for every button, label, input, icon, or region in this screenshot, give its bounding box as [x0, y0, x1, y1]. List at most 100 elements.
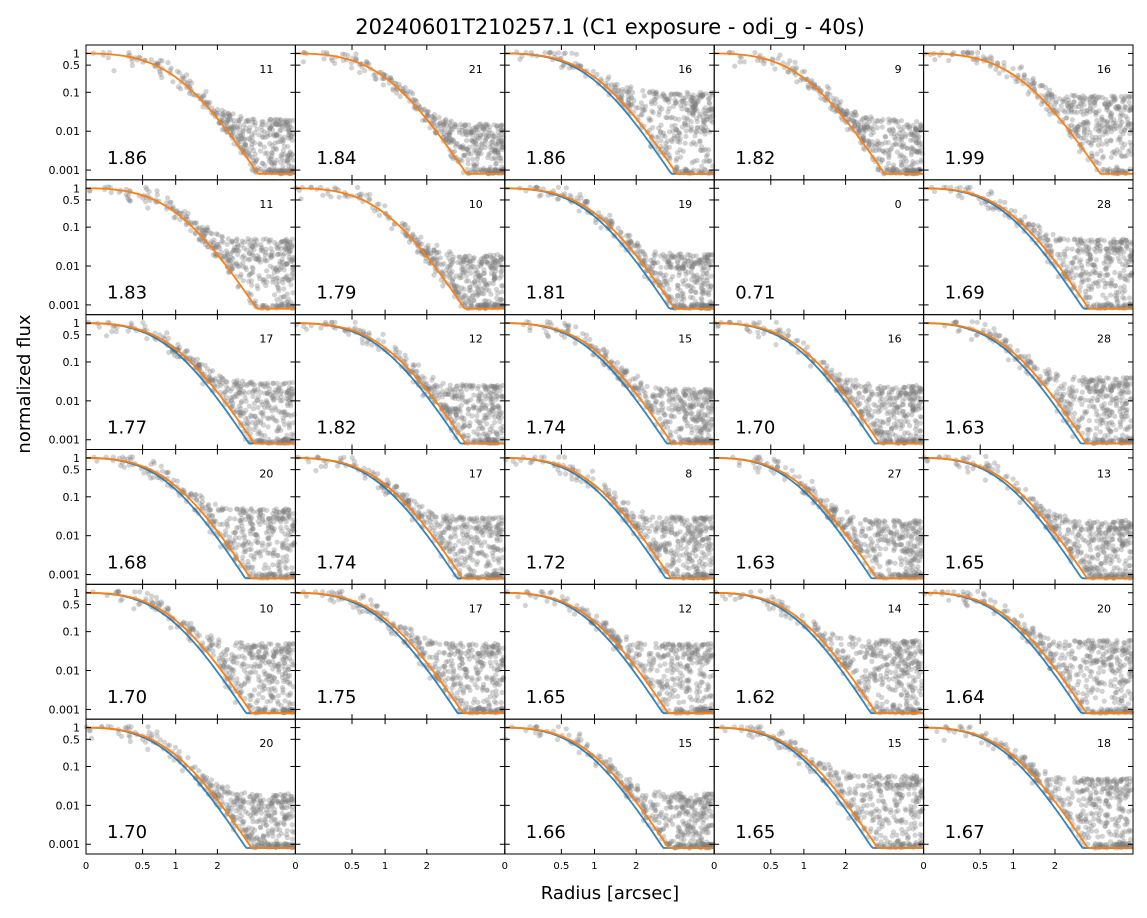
data-point: [273, 167, 279, 173]
data-point: [625, 89, 631, 95]
data-point: [794, 79, 800, 85]
data-point: [1064, 115, 1070, 121]
data-point: [1080, 135, 1086, 141]
data-point: [896, 130, 902, 136]
data-point: [1079, 276, 1086, 282]
data-point: [683, 107, 690, 113]
data-point: [241, 239, 247, 245]
data-point: [238, 133, 244, 139]
data-point: [1079, 262, 1085, 269]
y-tick-label: 0.1: [63, 221, 81, 234]
data-point: [879, 124, 885, 130]
data-point: [1050, 231, 1056, 238]
data-point: [260, 119, 266, 125]
data-point: [349, 65, 355, 71]
data-point: [590, 68, 596, 74]
panel: 161.86: [504, 44, 716, 181]
data-point: [266, 118, 272, 124]
data-point: [1088, 254, 1094, 260]
data-point: [1021, 73, 1027, 79]
data-point: [263, 250, 269, 256]
data-point: [437, 383, 443, 389]
data-point: [241, 122, 247, 128]
data-point: [1127, 131, 1133, 137]
data-point: [274, 131, 280, 137]
data-point: [676, 116, 682, 122]
data-point: [752, 50, 758, 56]
data-point: [245, 117, 251, 123]
panel-fwhm-label: 1.99: [945, 148, 985, 169]
data-point: [285, 157, 291, 163]
data-point: [279, 388, 285, 395]
data-point: [475, 426, 481, 432]
data-point: [879, 141, 885, 147]
data-point: [866, 141, 872, 147]
data-point: [247, 136, 253, 143]
data-point: [648, 99, 655, 105]
data-point: [438, 129, 444, 135]
data-point: [274, 418, 280, 424]
data-point: [261, 279, 267, 285]
data-point: [174, 68, 180, 74]
data-point: [1120, 289, 1126, 295]
data-point: [259, 127, 265, 133]
data-point: [271, 168, 277, 174]
data-point: [336, 194, 342, 200]
data-point: [1110, 238, 1116, 245]
x-axis-label: Radius [arcsec]: [541, 883, 679, 904]
data-point: [700, 117, 706, 123]
data-point: [1083, 294, 1089, 300]
panel-count: 16: [1097, 63, 1111, 76]
data-point: [281, 143, 287, 149]
data-point: [286, 131, 292, 137]
data-point: [1118, 251, 1124, 257]
y-tick-label: 0.1: [63, 356, 81, 369]
data-point: [651, 252, 657, 258]
data-point: [1047, 111, 1053, 117]
data-point: [691, 107, 698, 113]
data-point: [289, 125, 295, 131]
data-point: [886, 116, 892, 122]
data-point: [389, 226, 395, 232]
y-tick-label: 0.01: [56, 125, 81, 138]
data-point: [268, 116, 274, 123]
data-point: [402, 84, 408, 90]
data-point: [376, 212, 382, 218]
data-point: [420, 117, 426, 123]
data-point: [275, 122, 281, 128]
data-point: [685, 269, 691, 275]
data-point: [229, 126, 235, 132]
y-tick-label: 0.01: [56, 260, 81, 273]
data-point: [235, 117, 241, 123]
data-point: [277, 127, 283, 134]
data-point: [498, 269, 504, 275]
data-point: [616, 91, 622, 97]
data-point: [1090, 137, 1096, 143]
data-point: [298, 196, 304, 202]
data-point: [274, 116, 281, 122]
data-point: [493, 286, 500, 292]
data-point: [463, 278, 469, 284]
data-point: [431, 115, 437, 121]
data-point: [254, 416, 260, 422]
data-point: [912, 126, 919, 132]
data-point: [874, 118, 880, 124]
data-point: [1097, 120, 1103, 126]
data-point: [266, 126, 272, 133]
data-point: [1116, 258, 1123, 264]
data-point: [679, 98, 685, 104]
data-point: [223, 120, 229, 126]
data-point: [1120, 294, 1126, 300]
data-point: [279, 155, 285, 161]
panel-count: 12: [469, 333, 483, 346]
data-point: [1075, 133, 1081, 139]
data-point: [459, 145, 465, 151]
panel-grid: 10.50.10.010.001111.86211.84161.8691.821…: [49, 44, 1135, 872]
data-point: [612, 82, 618, 88]
data-point: [704, 270, 710, 276]
data-point: [1024, 77, 1030, 83]
data-point: [470, 156, 476, 162]
data-point: [542, 50, 548, 56]
data-point: [872, 143, 878, 149]
data-point: [678, 154, 684, 160]
